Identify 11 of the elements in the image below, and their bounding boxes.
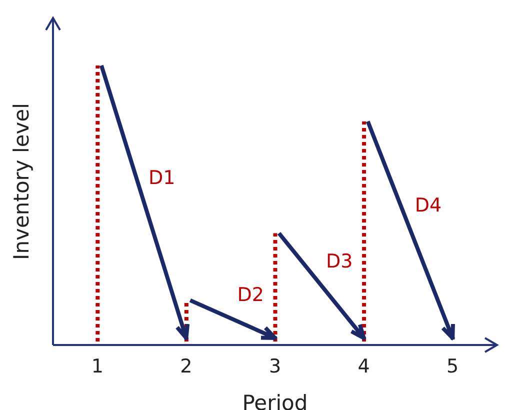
annotation: D4 (414, 194, 442, 217)
annotation: D3 (326, 250, 353, 273)
x-tick-label: 2 (180, 355, 192, 378)
x-tick-label: 3 (268, 355, 282, 378)
x-tick-label: 1 (91, 355, 104, 378)
y-axis-title: Inventory level (9, 103, 34, 260)
x-tick-label: 5 (446, 355, 459, 378)
annotation: D2 (237, 284, 264, 306)
x-axis-title: Period (242, 391, 308, 410)
x-tick-label: 4 (358, 355, 370, 378)
annotation: D1 (148, 166, 176, 189)
